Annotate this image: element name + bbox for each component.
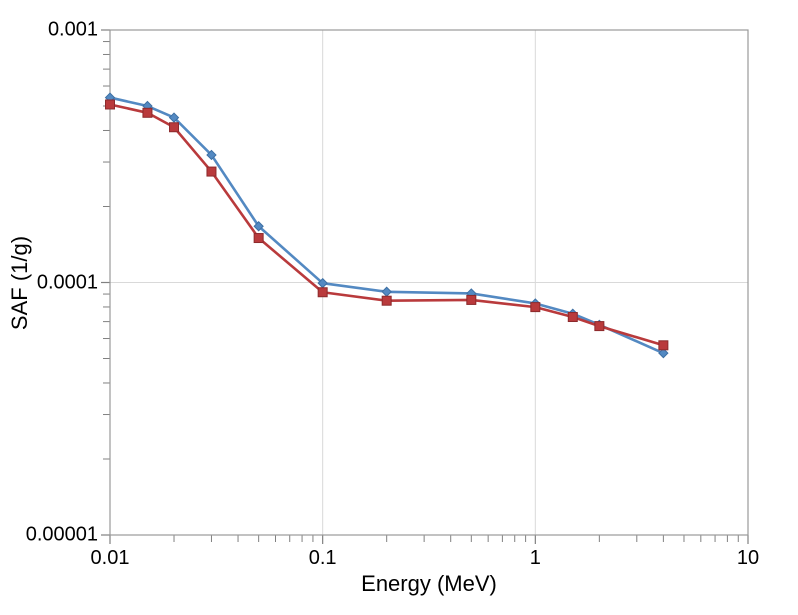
tick-label: 0.01 bbox=[91, 547, 130, 570]
series-red-marker bbox=[207, 167, 216, 176]
series-red-marker bbox=[531, 303, 540, 312]
tick-label: 1 bbox=[530, 547, 541, 570]
series-red-marker bbox=[318, 288, 327, 297]
series-red-marker bbox=[106, 100, 115, 109]
series-red-marker bbox=[382, 296, 391, 305]
series-red-marker bbox=[659, 341, 668, 350]
tick-label: 0.001 bbox=[48, 19, 98, 42]
series-red-marker bbox=[467, 295, 476, 304]
series-red-marker bbox=[595, 322, 604, 331]
series-red-marker bbox=[568, 313, 577, 322]
series-red-marker bbox=[254, 234, 263, 243]
series-red-marker bbox=[170, 123, 179, 132]
series-red-marker bbox=[143, 108, 152, 117]
plot-area bbox=[0, 0, 798, 615]
tick-label: 0.00001 bbox=[26, 524, 98, 547]
tick-label: 0.1 bbox=[309, 547, 337, 570]
tick-label: 0.0001 bbox=[37, 271, 98, 294]
chart-container: SAF (1/g) Energy (MeV) 0.010.11100.00001… bbox=[0, 0, 798, 615]
tick-label: 10 bbox=[737, 547, 759, 570]
